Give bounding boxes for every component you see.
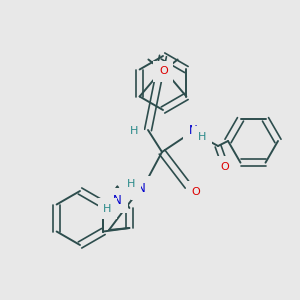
Text: O: O <box>159 67 168 76</box>
Text: O: O <box>220 162 230 172</box>
Text: H: H <box>103 203 112 214</box>
Text: N: N <box>136 182 146 194</box>
Text: H: H <box>127 179 135 189</box>
Text: N: N <box>189 124 197 137</box>
Text: H: H <box>198 132 206 142</box>
Text: O: O <box>158 67 167 76</box>
Text: O: O <box>192 187 200 197</box>
Text: N: N <box>113 194 122 207</box>
Text: H: H <box>130 126 138 136</box>
